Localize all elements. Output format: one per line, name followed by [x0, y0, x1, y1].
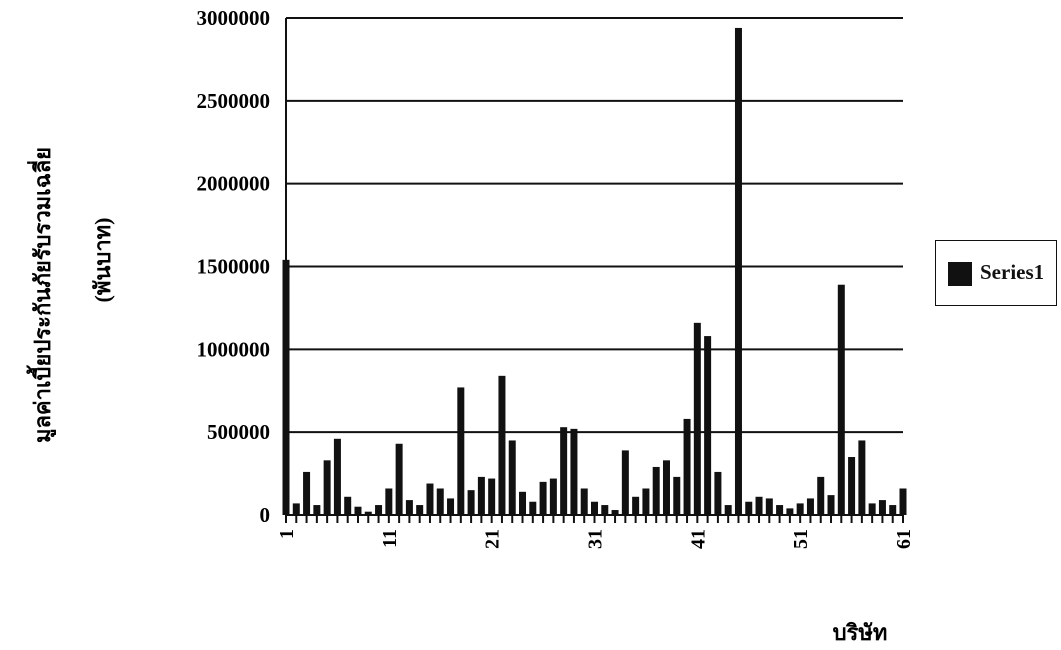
bar [642, 488, 650, 515]
bar [621, 450, 629, 515]
axes [285, 18, 904, 523]
bar [508, 440, 516, 515]
bar [303, 471, 311, 515]
bar [601, 505, 609, 515]
bar [354, 506, 362, 515]
bar [364, 511, 372, 515]
bar [313, 505, 321, 515]
gridlines [286, 17, 903, 434]
bar [529, 501, 537, 515]
bar [714, 471, 722, 515]
bar [426, 483, 434, 515]
bar [652, 466, 660, 515]
bar [416, 505, 424, 515]
x-tick-labels: 1 11 21 31 41 51 61 [276, 529, 915, 549]
y-tick-label: 0 [260, 503, 271, 527]
x-axis-title: บริษัท [833, 620, 888, 645]
x-tick-label: 1 [276, 529, 298, 539]
bar [611, 510, 619, 515]
bar [498, 375, 506, 515]
y-tick-labels: 0 500000 1000000 1500000 2000000 2500000 30000… [197, 6, 271, 527]
bar [745, 501, 753, 515]
bar [734, 27, 742, 515]
bar [899, 488, 907, 515]
y-axis-title-line1: มูลค่าเบี้ยประกันภัยรับรวมเฉลี่ย [26, 147, 57, 443]
bar [560, 427, 568, 515]
bar [796, 503, 804, 515]
x-tick-label: 61 [893, 529, 915, 549]
bar [519, 491, 527, 515]
y-axis-title-line2: (พันบาท) [90, 217, 115, 302]
bar [477, 476, 485, 515]
bar [868, 503, 876, 515]
bar [673, 476, 681, 515]
bar [436, 488, 444, 515]
bar [375, 505, 383, 515]
bar [570, 428, 578, 515]
x-tick-label: 51 [790, 529, 812, 549]
bar [858, 440, 866, 515]
x-tick-label: 31 [585, 529, 607, 549]
bar [344, 496, 352, 515]
y-tick-label: 1000000 [197, 337, 271, 361]
bar [704, 336, 712, 515]
bar [817, 476, 825, 515]
bar [539, 481, 547, 515]
bar [806, 498, 814, 515]
bar [724, 505, 732, 515]
y-tick-label: 3000000 [197, 6, 271, 30]
x-tick-label: 11 [379, 529, 401, 548]
y-tick-label: 2000000 [197, 172, 271, 196]
bar [333, 438, 341, 515]
bar [889, 505, 897, 515]
bar [848, 457, 856, 515]
bar [549, 478, 557, 515]
x-tick-label: 21 [482, 529, 504, 549]
bar [683, 418, 691, 515]
y-tick-label: 500000 [207, 420, 270, 444]
y-tick-label: 1500000 [197, 255, 271, 279]
x-tick-label: 41 [687, 529, 709, 549]
bar [488, 478, 496, 515]
bar [292, 503, 300, 515]
legend-label-series1: Series1 [980, 260, 1045, 284]
bar [693, 322, 701, 515]
bar [786, 508, 794, 515]
bar [632, 496, 640, 515]
bar [467, 490, 475, 515]
bar [662, 460, 670, 515]
bar [755, 496, 763, 515]
legend: Series1 [935, 240, 1057, 306]
bar [405, 500, 413, 515]
y-tick-label: 2500000 [197, 89, 271, 113]
bar [591, 501, 598, 515]
bar [385, 488, 393, 515]
bar [580, 488, 588, 515]
bar [878, 500, 886, 515]
bar [457, 387, 465, 515]
bar [395, 443, 403, 515]
bar [776, 505, 784, 515]
bar [837, 284, 845, 515]
bar [323, 460, 331, 515]
bar [765, 498, 773, 515]
legend-swatch-series1 [948, 262, 972, 286]
bar [447, 498, 455, 515]
bar [827, 495, 835, 515]
